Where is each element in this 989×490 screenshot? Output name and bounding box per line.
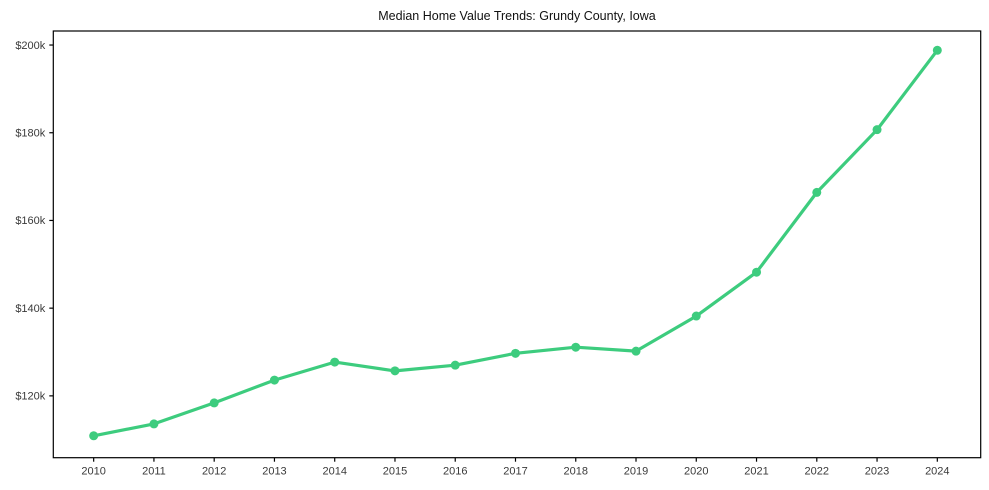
trend-line	[92, 48, 939, 438]
data-point-marker	[872, 125, 882, 135]
x-tick-label: 2010	[81, 466, 105, 478]
x-tick-label: 2022	[805, 466, 829, 478]
y-tick-label: $180k	[15, 128, 45, 140]
data-point-marker	[631, 346, 641, 356]
x-tick-label: 2024	[925, 466, 949, 478]
data-points	[89, 45, 942, 441]
data-point-marker	[330, 357, 340, 367]
x-tick-label: 2015	[383, 466, 407, 478]
x-tick-label: 2011	[142, 466, 166, 478]
x-tick-label: 2013	[262, 466, 286, 478]
y-axis: $120k $140k $160k $180k $200k	[15, 40, 54, 403]
data-point-marker	[932, 45, 942, 55]
x-tick-label: 2017	[503, 466, 527, 478]
x-tick-label: 2023	[865, 466, 889, 478]
x-tick-label: 2020	[684, 466, 708, 478]
data-point-marker	[390, 366, 400, 376]
x-tick-label: 2012	[202, 466, 226, 478]
y-tick-label: $140k	[15, 303, 45, 315]
x-tick-label: 2018	[564, 466, 588, 478]
data-point-marker	[812, 187, 822, 197]
x-tick-label: 2016	[443, 466, 467, 478]
data-point-marker	[571, 342, 581, 352]
data-point-marker	[752, 267, 762, 277]
data-point-marker	[149, 419, 159, 429]
data-point-marker	[269, 375, 279, 385]
data-point-marker	[510, 348, 520, 358]
y-tick-label: $200k	[15, 40, 45, 52]
data-point-marker	[209, 398, 219, 408]
data-point-marker	[450, 360, 460, 370]
data-point-marker	[691, 311, 701, 321]
chart-title: Median Home Value Trends: Grundy County,…	[378, 9, 656, 23]
y-tick-label: $120k	[15, 391, 45, 403]
x-tick-label: 2021	[744, 466, 768, 478]
x-tick-label: 2014	[322, 466, 346, 478]
data-point-marker	[89, 431, 99, 441]
x-tick-label: 2019	[624, 466, 648, 478]
plot-border	[52, 30, 982, 459]
x-axis: 2010 2011 2012 2013 2014 2015 2016 2017 2018 2019…	[81, 457, 950, 478]
y-tick-label: $160k	[15, 215, 45, 227]
